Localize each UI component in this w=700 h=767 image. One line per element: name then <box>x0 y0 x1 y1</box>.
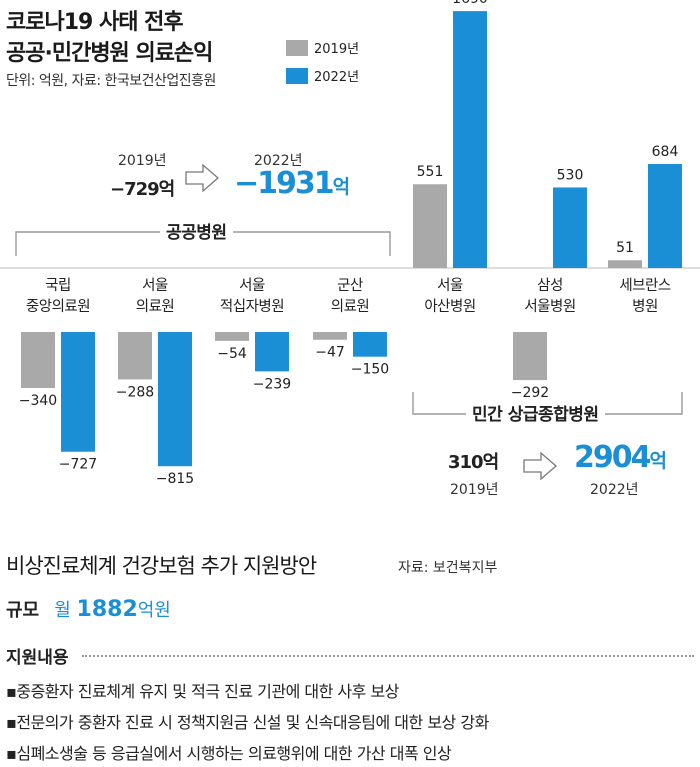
category-label-line: 서울 <box>437 278 463 294</box>
category-label-line: 국립 <box>45 278 71 294</box>
legend-2022: 2022년 <box>286 66 359 85</box>
private-year-2019: 2019년 <box>450 482 499 498</box>
bar <box>61 332 95 452</box>
scale-prefix: 월 <box>54 600 71 621</box>
bar-value-label: −150 <box>351 362 389 378</box>
category-label-line: 아산병원 <box>424 299 476 315</box>
category-label-line: 의료원 <box>330 299 370 315</box>
bar-value-label: −292 <box>511 385 549 401</box>
bar <box>255 332 289 372</box>
bar <box>648 164 682 268</box>
private-year-2022: 2022년 <box>590 482 639 498</box>
scale-number: 1882 <box>76 597 138 622</box>
support-item: ▪전문의가 중환자 진료 시 정책지원금 신설 및 신속대응팀에 대한 보상 강… <box>6 713 489 732</box>
bar <box>118 332 152 380</box>
bar <box>453 11 487 269</box>
public-value-2022: −1931억 <box>234 166 350 201</box>
bar-value-label: 684 <box>652 144 679 160</box>
bar-value-label: −727 <box>59 457 97 473</box>
private-group-label: 민간 상급종합병원 <box>466 400 605 425</box>
bar-value-label: −340 <box>19 393 57 409</box>
bar <box>608 260 642 268</box>
bar <box>513 332 547 381</box>
category-label-line: 병원 <box>632 299 658 315</box>
legend-2022-swatch <box>286 67 308 84</box>
bar-value-label: −47 <box>315 345 345 361</box>
bar-value-label: 51 <box>616 240 634 256</box>
public-value-2022-number: −1931 <box>234 166 335 201</box>
private-value-2022: 2904억 <box>574 440 667 475</box>
legend-2019: 2019년 <box>286 38 359 57</box>
legend-2019-swatch <box>286 39 308 56</box>
support-item: ▪중증환자 진료체계 유지 및 적극 진료 기관에 대한 사후 보상 <box>6 682 399 701</box>
bar <box>158 332 192 467</box>
category-label-line: 군산 <box>337 278 363 294</box>
bar <box>353 332 387 357</box>
bar <box>413 184 447 268</box>
category-label-line: 서울병원 <box>524 299 576 315</box>
public-value-2022-unit: 억 <box>332 176 351 198</box>
scale-value: 월 1882억원 <box>54 597 171 622</box>
public-year-2022: 2022년 <box>254 153 303 169</box>
bar-value-label: −288 <box>116 384 154 400</box>
category-label-line: 서울 <box>142 278 168 294</box>
public-value-2019: −729억 <box>110 179 175 200</box>
arrow-right-icon <box>523 451 557 481</box>
support-plan-source: 자료: 보건복지부 <box>398 560 498 576</box>
category-label-line: 적십자병원 <box>219 299 285 315</box>
category-label-line: 삼성 <box>537 278 563 294</box>
bar-chart: −340 −727 −288 −815 −54 −239 −47 −150 551 1690 −29… <box>0 0 700 487</box>
support-plan-title: 비상진료체계 건강보험 추가 지원방안 <box>6 554 317 578</box>
bar-value-label: −54 <box>217 346 247 362</box>
bar-value-label: 530 <box>557 167 584 183</box>
public-group-label: 공공병원 <box>160 218 233 243</box>
bar-value-label: −239 <box>253 376 291 392</box>
dotted-divider <box>82 655 694 657</box>
chart-title-line2: 공공·민간병원 의료손익 <box>6 41 213 66</box>
legend-2022-label: 2022년 <box>314 70 360 85</box>
private-value-2022-unit: 억 <box>649 450 667 472</box>
scale-label: 규모 <box>6 600 40 621</box>
support-contents-heading: 지원내용 <box>6 648 69 668</box>
private-value-2022-number: 2904 <box>574 440 651 475</box>
chart-title-line1: 코로나19 사태 전후 <box>6 10 184 35</box>
bar-value-label: −815 <box>156 471 194 487</box>
bar <box>553 187 587 268</box>
scale-unit: 억원 <box>137 600 171 621</box>
category-label-line: 의료원 <box>135 299 175 315</box>
category-label-line: 세브란스 <box>619 278 671 294</box>
bar-value-label: 551 <box>417 164 444 180</box>
arrow-right-icon <box>185 163 219 193</box>
bar <box>313 332 347 340</box>
support-item: ▪심폐소생술 등 응급실에서 시행하는 의료행위에 대한 가산 대폭 인상 <box>6 744 452 763</box>
public-year-2019: 2019년 <box>118 153 167 169</box>
scale-row: 규모 월 1882억원 <box>6 596 171 622</box>
bar <box>215 332 249 341</box>
legend-2019-label: 2019년 <box>314 42 360 57</box>
category-label-line: 서울 <box>239 278 265 294</box>
private-value-2019: 310억 <box>448 452 499 473</box>
category-label-line: 중앙의료원 <box>25 299 91 315</box>
bar-value-label: 1690 <box>452 0 488 7</box>
bar <box>21 332 55 388</box>
unit-source-note: 단위: 억원, 자료: 한국보건산업진흥원 <box>6 73 216 89</box>
